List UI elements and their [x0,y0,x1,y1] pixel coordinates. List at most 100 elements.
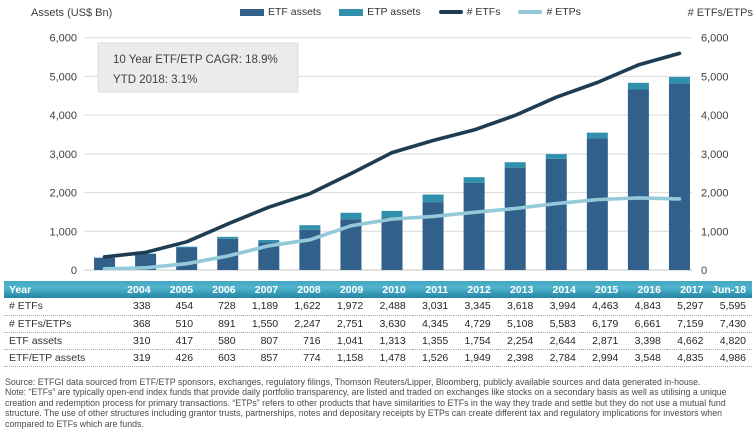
table-cell: 1,754 [454,332,497,350]
table-cell: 2,247 [284,315,327,333]
table-header-cell: 2015 [581,281,625,298]
table-cell: 4,463 [581,298,625,316]
table-row-label: # ETFs [4,298,114,316]
right-axis-tick-label: 3,000 [701,149,729,161]
table-cell: 4,345 [411,315,455,333]
table-cell: 1,622 [284,298,327,316]
table-cell: 5,297 [666,298,710,316]
bar-etp-assets [504,162,526,168]
table-cell: 1,313 [369,332,412,350]
bar-etf-assets [422,202,444,270]
right-axis-tick-label: 2,000 [701,188,729,200]
table-cell: 3,618 [496,298,540,316]
table-row: ETF/ETP assets 319 426 603 857 774 1,158 1,478 1… [4,349,752,367]
table-cell: 2,488 [369,298,412,316]
legend-item-etf-assets: ETF assets [240,6,321,18]
left-axis-tick-label: 4,000 [49,110,77,122]
table-cell: 2,784 [539,349,582,367]
table-header-cell: Jun-18 [709,281,752,298]
bar-etp-assets [258,240,280,243]
table-cell: 5,108 [496,315,540,333]
right-axis-tick-label: 1,000 [701,226,729,238]
right-axis-tick-label: 4,000 [701,110,729,122]
right-axis-tick-label: 0 [701,265,707,277]
table-cell: 1,949 [454,349,497,367]
table-cell: 4,986 [709,349,752,367]
table-row-label: ETF/ETP assets [4,349,114,367]
bar-swatch-icon [240,8,264,16]
data-table: Year 2004 2005 2006 2007 2008 2009 2010 2011 2012… [4,281,752,367]
table-cell: 2,751 [326,315,370,333]
table-cell: 4,662 [666,332,710,350]
bar-etf-assets [504,167,526,270]
table-cell: 3,630 [369,315,412,333]
table-cell: 3,345 [454,298,497,316]
legend-label: ETF assets [268,6,322,18]
table-cell: 338 [114,298,157,316]
table-cell: 1,478 [369,349,412,367]
table-header-year: Year [4,281,114,298]
cagr-annotation-line1: 10 Year ETF/ETP CAGR: 18.9% [113,54,278,66]
bar-etf-assets [586,138,608,270]
table-cell: 2,398 [496,349,540,367]
legend-label: # ETFs [466,6,501,18]
bar-etp-assets [299,225,321,230]
table-cell: 891 [199,315,242,333]
table-row: ETF assets 310 417 580 807 716 1,041 1,313 1,355… [4,332,752,350]
bar-etf-assets [258,242,280,270]
table-cell: 3,994 [539,298,582,316]
bar-etp-assets [422,194,444,203]
bar-etp-assets [668,76,690,84]
table-cell: 5,583 [539,315,582,333]
bar-etp-assets [545,154,567,159]
table-row-label: # ETFs/ETPs [4,315,114,333]
left-axis-tick-label: 3,000 [49,149,77,161]
bar-etf-assets [340,219,362,270]
left-axis-tick-label: 5,000 [49,71,77,83]
line-num-etfs [102,51,682,259]
left-axis-tick-label: 1,000 [49,226,77,238]
table-cell: 2,871 [581,332,625,350]
bar-etp-assets [586,132,608,139]
bar-etf-assets [381,217,403,270]
table-cell: 2,254 [496,332,540,350]
bar-etf-assets [545,158,567,270]
table-header-cell: 2016 [624,281,667,298]
line-num-etps [102,196,682,271]
table-row: # ETFs/ETPs 368 510 891 1,550 2,247 2,751 3,630… [4,315,752,333]
table-row: # ETFs 338 454 728 1,189 1,622 1,972 2,488 3,031… [4,298,752,316]
line-swatch-icon [518,10,543,14]
legend-item-etfs: # ETFs [438,6,501,18]
table-cell: 603 [199,349,242,367]
table-cell: 4,820 [709,332,752,350]
table-cell: 1,526 [411,349,455,367]
table-cell: 716 [284,332,327,350]
table-cell: 7,430 [709,315,752,333]
table-cell: 310 [114,332,157,350]
table-cell: 2,644 [539,332,582,350]
legend-label: ETP assets [367,6,421,18]
table-cell: 1,550 [241,315,285,333]
table-cell: 3,548 [624,349,667,367]
table-header-cell: 2005 [156,281,200,298]
table-header-cell: 2010 [369,281,412,298]
table-header-cell: 2013 [496,281,540,298]
cagr-annotation-box [97,42,299,93]
table-cell: 7,159 [666,315,710,333]
table-cell: 5,595 [709,298,752,316]
bar-etf-assets [668,83,690,270]
bar-etp-assets [217,236,239,239]
table-cell: 454 [156,298,200,316]
left-axis-title: Assets (US$ Bn) [31,7,113,19]
table-cell: 1,158 [326,349,370,367]
table-cell: 3,398 [624,332,667,350]
combo-chart-svg: 0 0 1,000 1,000 2,000 2,000 3,000 3,000 4,000 4,0… [49,33,729,277]
line-swatch-icon [438,10,463,14]
right-axis-tick-label: 6,000 [701,33,729,45]
left-axis-tick-label: 2,000 [49,188,77,200]
legend-item-etp-assets: ETP assets [339,6,421,18]
table-cell: 417 [156,332,200,350]
table-cell: 2,994 [581,349,625,367]
legend-label: # ETPs [546,6,581,18]
